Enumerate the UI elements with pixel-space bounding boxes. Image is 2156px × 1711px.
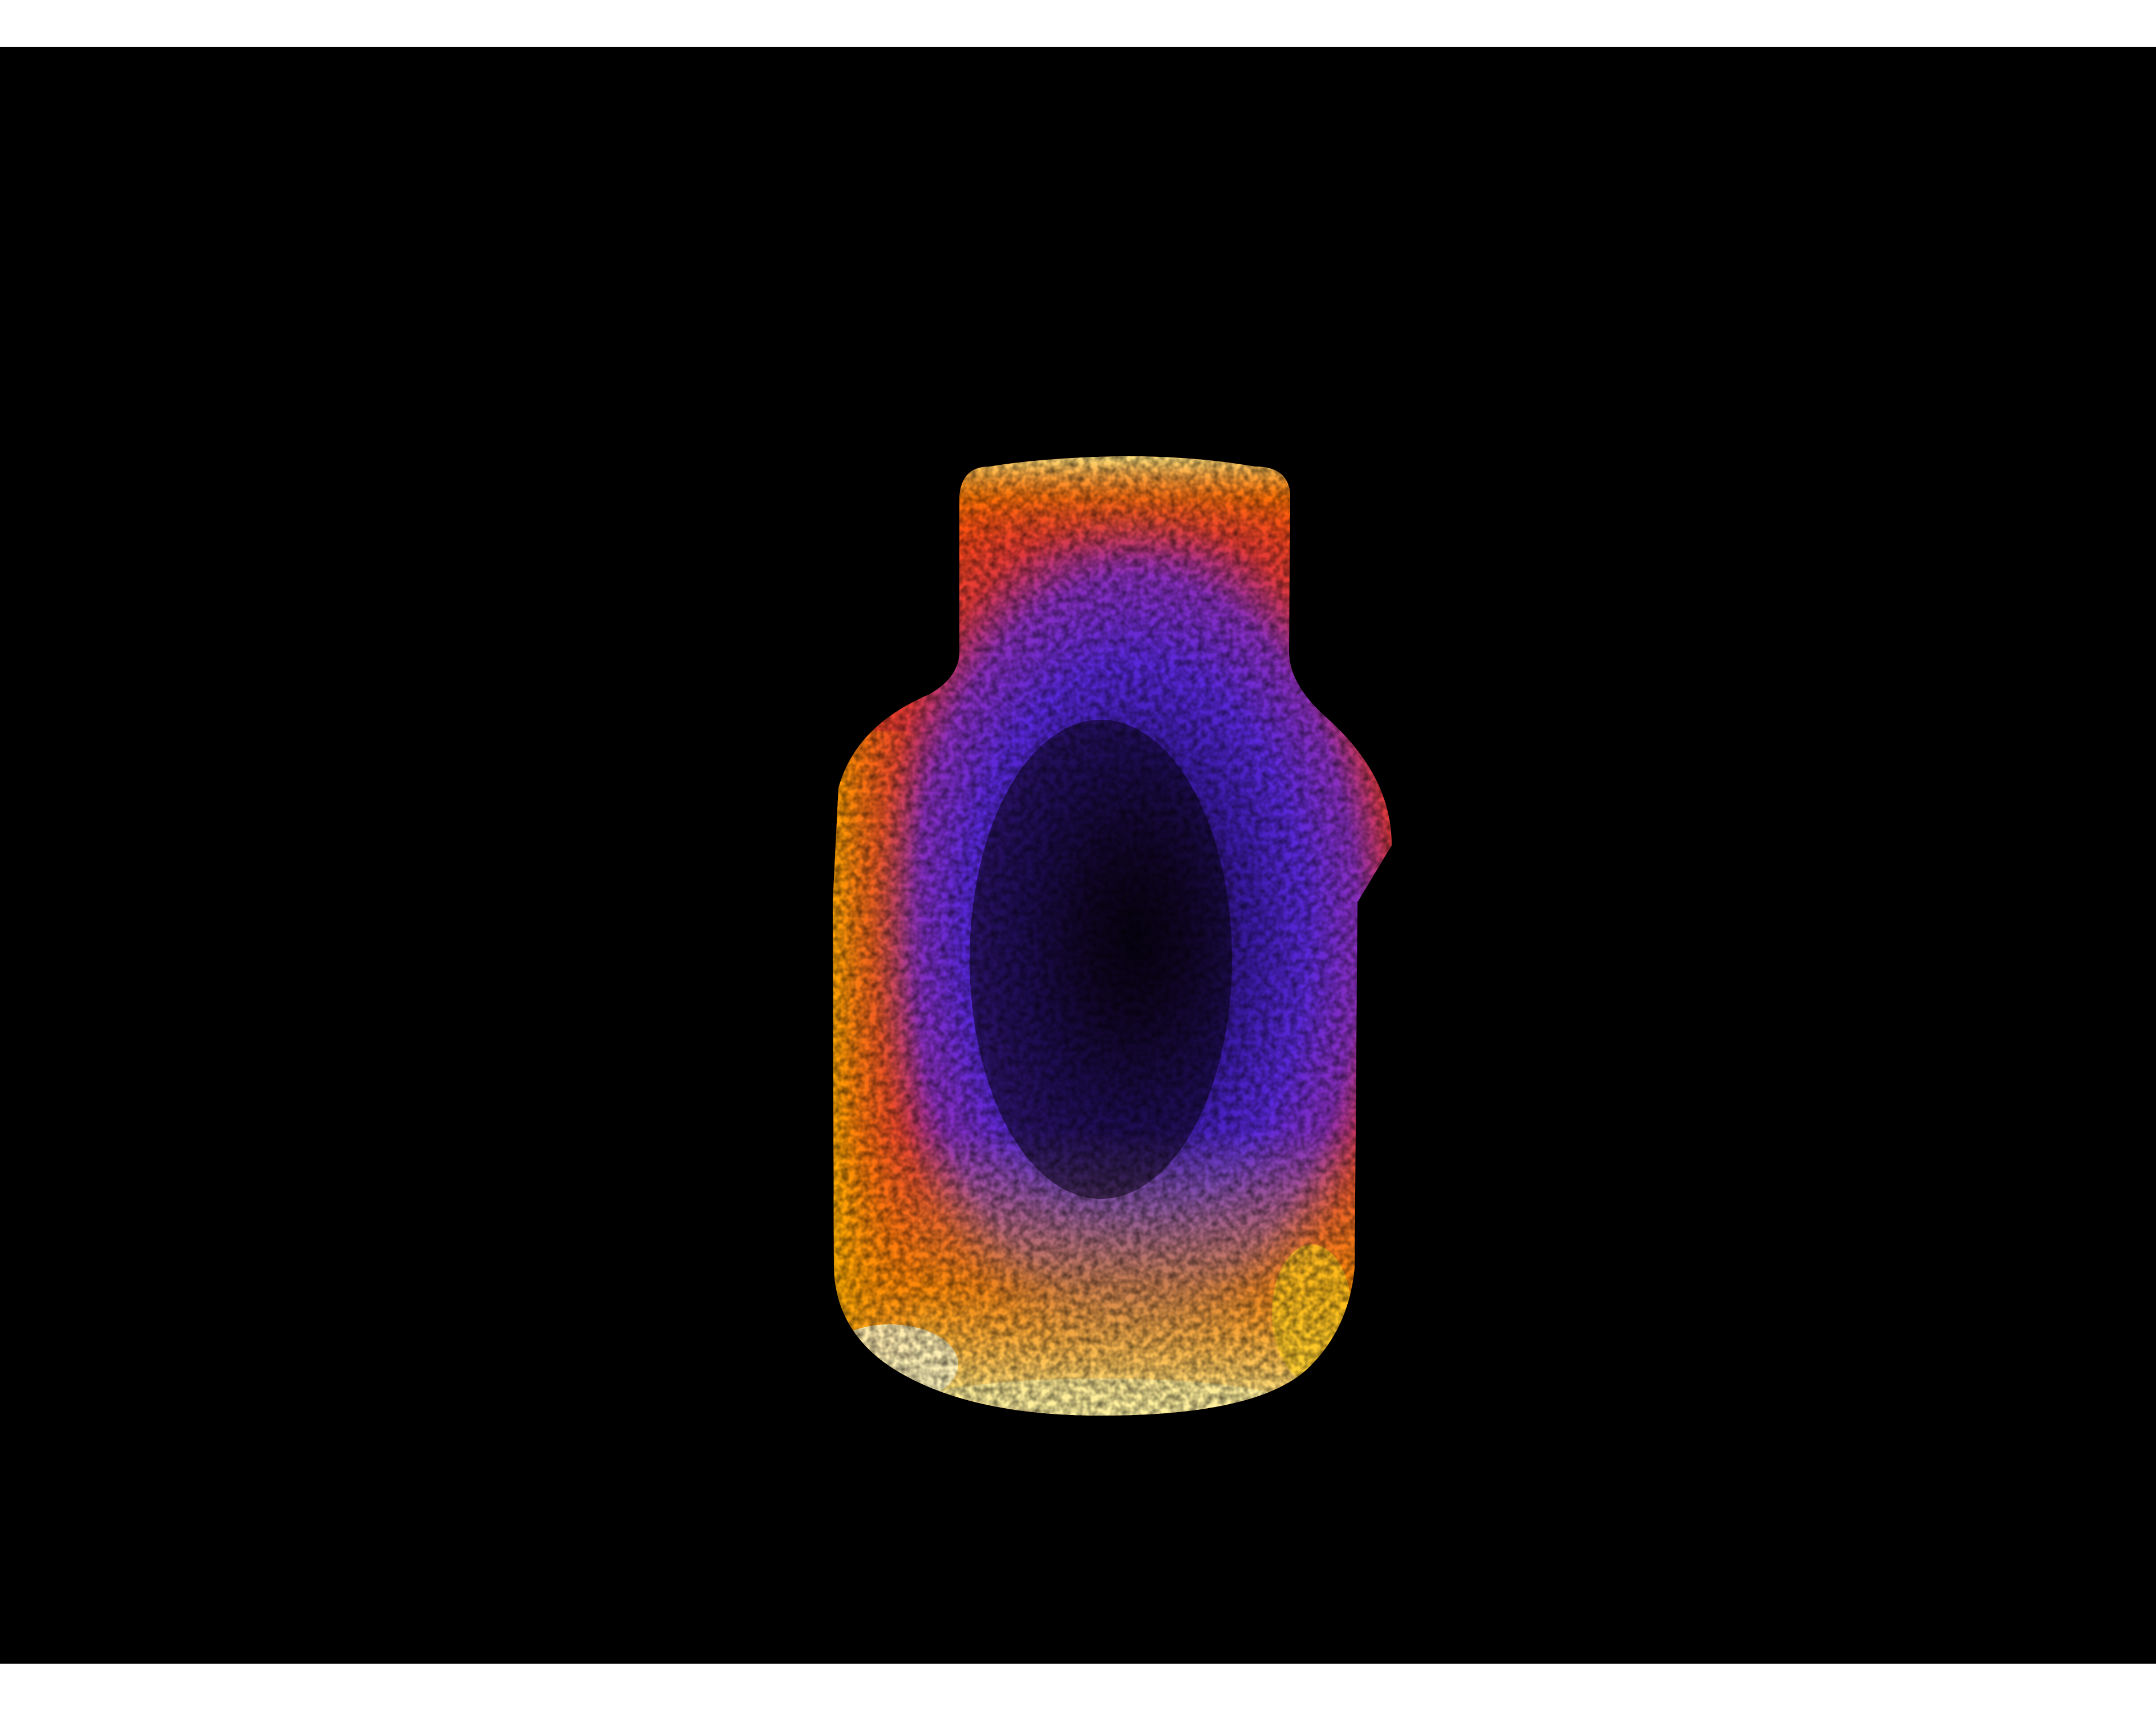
image-frame <box>0 47 2156 1664</box>
thermal-bottle-image <box>0 47 2156 1664</box>
